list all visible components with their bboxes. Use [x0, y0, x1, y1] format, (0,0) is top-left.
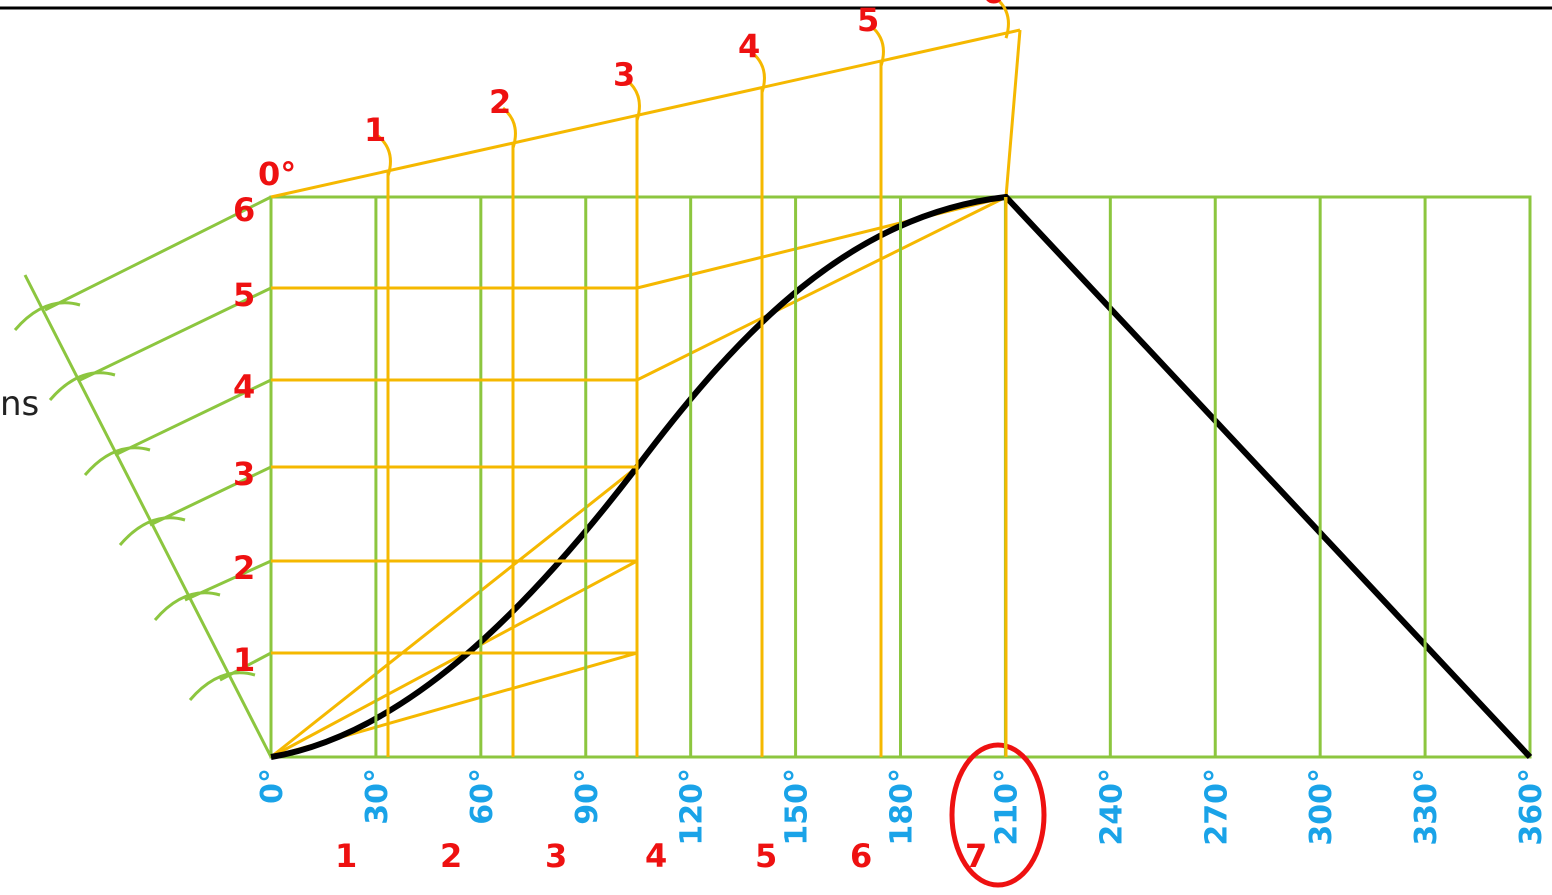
- degree-label: 240°: [1094, 768, 1129, 846]
- bottom-label: 2: [440, 837, 462, 875]
- arc: [869, 24, 885, 67]
- degree-label: 180°: [885, 768, 920, 846]
- arc: [118, 516, 186, 546]
- top-label: 6: [982, 0, 1004, 11]
- side-label: 3: [233, 455, 255, 493]
- degree-label: 30°: [360, 768, 395, 825]
- arc: [750, 51, 766, 93]
- side-label: 1: [233, 641, 255, 679]
- bottom-label: 3: [545, 837, 567, 875]
- division-ray: [79, 286, 272, 382]
- arc: [188, 671, 256, 701]
- bottom-label: 7: [965, 837, 987, 875]
- division-ray: [149, 465, 272, 527]
- bottom-label: 5: [755, 837, 777, 875]
- degree-label: 330°: [1409, 768, 1444, 846]
- side-text: ns: [0, 384, 39, 424]
- division-ray: [114, 378, 272, 457]
- degree-label: 210°: [989, 768, 1024, 846]
- bottom-label: 6: [850, 837, 872, 875]
- angle-label: 0°: [258, 155, 296, 193]
- top-label: 4: [738, 28, 760, 66]
- arc: [153, 591, 221, 621]
- side-label: 6: [233, 191, 255, 229]
- arc: [376, 134, 392, 177]
- arc: [995, 0, 1010, 39]
- side-label: 2: [233, 549, 255, 587]
- construction-lines: [13, 0, 1533, 888]
- diagonal: [636, 195, 1007, 382]
- bottom-label: 4: [645, 837, 667, 875]
- arc: [13, 301, 81, 331]
- division-line: [23, 274, 273, 758]
- degree-label: 60°: [465, 768, 500, 825]
- degree-label: 90°: [570, 768, 605, 825]
- inclined-line: [270, 28, 1021, 199]
- degree-label: 360°: [1514, 768, 1549, 846]
- degree-label: 120°: [675, 768, 710, 846]
- degree-label: 0°: [255, 768, 290, 804]
- diagonal: [270, 559, 638, 759]
- highlight-circle: [949, 742, 1047, 888]
- arc: [625, 79, 641, 121]
- projection-line: [1004, 29, 1022, 198]
- arc: [48, 371, 116, 401]
- degree-label: 150°: [780, 768, 815, 846]
- top-label: 1: [364, 111, 386, 149]
- diagonal: [270, 465, 638, 759]
- arc: [83, 446, 151, 476]
- top-label: 3: [613, 55, 635, 93]
- degree-label: 300°: [1304, 768, 1339, 846]
- side-label: 5: [233, 276, 255, 314]
- bottom-label: 1: [335, 837, 357, 875]
- top-label: 5: [857, 1, 879, 39]
- arc: [501, 106, 517, 149]
- top-label: 2: [489, 83, 511, 121]
- division-ray: [44, 195, 272, 312]
- degree-label: 270°: [1199, 768, 1234, 846]
- side-label: 4: [233, 368, 255, 406]
